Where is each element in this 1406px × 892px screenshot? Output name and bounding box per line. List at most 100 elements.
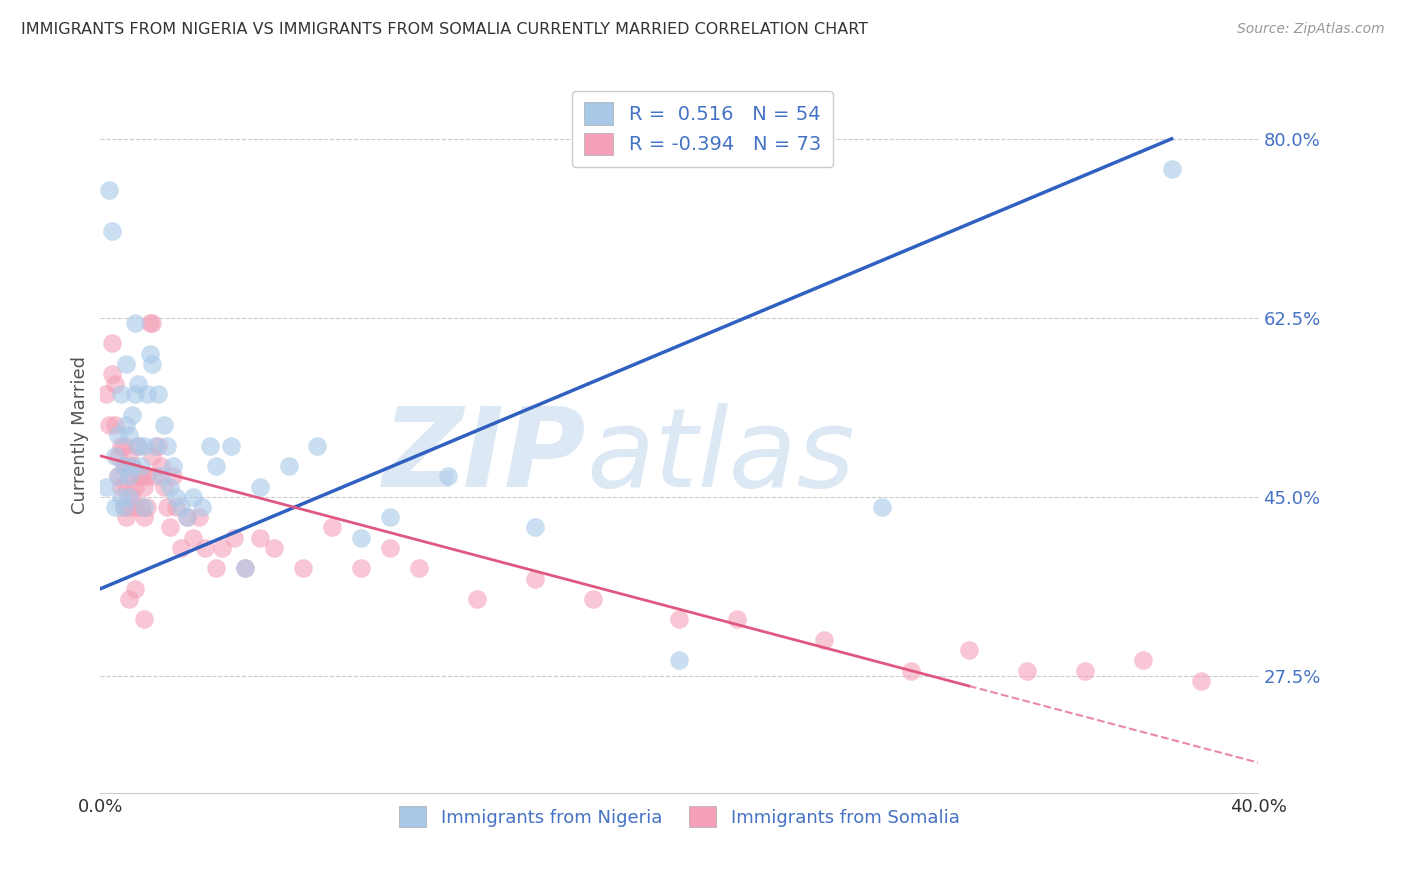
Point: [115, 357, 138, 371]
Point: [112, 439, 135, 453]
Point: [121, 490, 143, 504]
Point: [249, 531, 271, 545]
Point: [1160, 162, 1182, 177]
Point: [104, 500, 127, 514]
Point: [1132, 653, 1154, 667]
Point: [124, 479, 146, 493]
Y-axis label: Currently Married: Currently Married: [72, 357, 89, 515]
Point: [148, 387, 170, 401]
Point: [110, 387, 132, 401]
Point: [378, 541, 401, 555]
Point: [138, 316, 160, 330]
Point: [156, 500, 179, 514]
Point: [141, 449, 163, 463]
Point: [94, 479, 117, 493]
Point: [121, 408, 143, 422]
Point: [127, 377, 149, 392]
Point: [124, 582, 146, 596]
Point: [408, 561, 430, 575]
Point: [870, 500, 893, 514]
Point: [181, 531, 204, 545]
Point: [162, 469, 184, 483]
Point: [523, 520, 546, 534]
Point: [104, 377, 127, 392]
Point: [233, 561, 256, 575]
Point: [957, 643, 980, 657]
Point: [159, 520, 181, 534]
Point: [307, 439, 329, 453]
Point: [205, 459, 228, 474]
Point: [135, 387, 157, 401]
Point: [1015, 664, 1038, 678]
Point: [181, 490, 204, 504]
Point: [141, 357, 163, 371]
Point: [127, 439, 149, 453]
Point: [115, 510, 138, 524]
Point: [107, 469, 129, 483]
Point: [118, 469, 141, 483]
Point: [162, 459, 184, 474]
Point: [132, 510, 155, 524]
Point: [118, 449, 141, 463]
Legend: Immigrants from Nigeria, Immigrants from Somalia: Immigrants from Nigeria, Immigrants from…: [392, 799, 967, 834]
Point: [127, 439, 149, 453]
Point: [104, 418, 127, 433]
Point: [121, 459, 143, 474]
Point: [135, 500, 157, 514]
Point: [107, 469, 129, 483]
Point: [110, 439, 132, 453]
Point: [132, 612, 155, 626]
Point: [118, 592, 141, 607]
Point: [118, 490, 141, 504]
Point: [170, 500, 193, 514]
Point: [249, 479, 271, 493]
Point: [378, 510, 401, 524]
Point: [170, 541, 193, 555]
Point: [98, 418, 121, 433]
Text: Source: ZipAtlas.com: Source: ZipAtlas.com: [1237, 22, 1385, 37]
Point: [668, 653, 690, 667]
Point: [138, 346, 160, 360]
Point: [104, 449, 127, 463]
Point: [107, 428, 129, 442]
Point: [98, 183, 121, 197]
Point: [150, 469, 173, 483]
Point: [132, 439, 155, 453]
Point: [222, 531, 245, 545]
Point: [153, 479, 176, 493]
Point: [112, 500, 135, 514]
Point: [129, 459, 152, 474]
Point: [112, 459, 135, 474]
Point: [115, 479, 138, 493]
Point: [143, 469, 166, 483]
Point: [205, 561, 228, 575]
Point: [725, 612, 748, 626]
Point: [165, 490, 187, 504]
Point: [321, 520, 343, 534]
Point: [668, 612, 690, 626]
Point: [813, 632, 835, 647]
Point: [101, 367, 124, 381]
Point: [153, 418, 176, 433]
Point: [219, 439, 242, 453]
Point: [94, 387, 117, 401]
Point: [129, 500, 152, 514]
Point: [115, 418, 138, 433]
Point: [1074, 664, 1097, 678]
Point: [127, 469, 149, 483]
Point: [112, 500, 135, 514]
Point: [176, 510, 198, 524]
Point: [110, 479, 132, 493]
Point: [350, 561, 373, 575]
Point: [148, 439, 170, 453]
Point: [165, 500, 187, 514]
Point: [200, 439, 222, 453]
Point: [190, 500, 212, 514]
Point: [277, 459, 299, 474]
Point: [124, 500, 146, 514]
Point: [135, 469, 157, 483]
Point: [465, 592, 488, 607]
Point: [581, 592, 603, 607]
Point: [121, 459, 143, 474]
Text: atlas: atlas: [586, 403, 855, 510]
